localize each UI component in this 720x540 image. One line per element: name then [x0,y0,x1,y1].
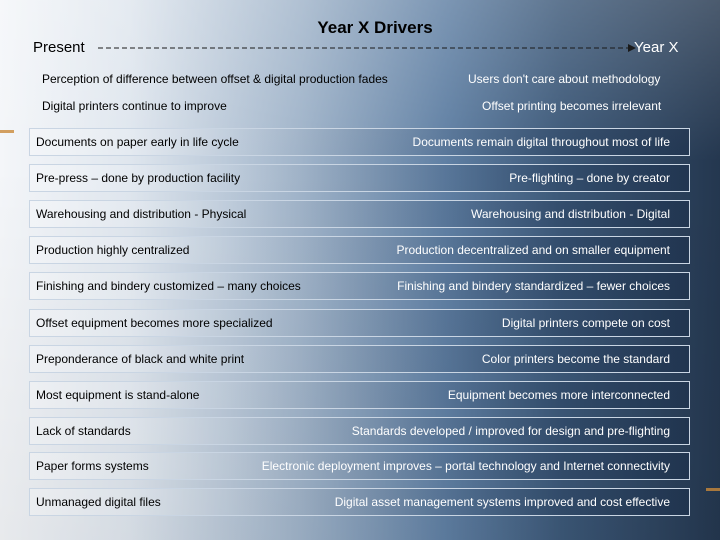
header-row-2-right: Offset printing becomes irrelevant [482,99,662,113]
slide-title: Year X Drivers [317,18,433,37]
comparison-row: Lack of standards Standards developed / … [29,417,690,445]
comparison-row: Finishing and bindery customized – many … [29,272,690,300]
row-present-text: Paper forms systems [36,459,149,473]
comparison-row: Warehousing and distribution - Physical … [29,200,690,228]
comparison-row: Unmanaged digital files Digital asset ma… [29,488,690,516]
row-yearx-text: Finishing and bindery standardized – few… [397,279,670,293]
row-yearx-text: Production decentralized and on smaller … [396,243,671,257]
row-yearx-text: Standards developed / improved for desig… [351,424,670,438]
timeline-arrow [98,44,636,52]
row-present-text: Production highly centralized [36,243,190,257]
row-present-text: Pre-press – done by production facility [36,171,241,185]
row-present-text: Documents on paper early in life cycle [36,135,239,149]
row-present-text: Preponderance of black and white print [36,352,245,366]
row-present-text: Finishing and bindery customized – many … [36,279,301,293]
comparison-row: Documents on paper early in life cycle D… [29,128,690,156]
row-present-text: Lack of standards [36,424,131,438]
row-present-text: Warehousing and distribution - Physical [36,207,247,221]
comparison-row: Preponderance of black and white print C… [29,345,690,373]
row-yearx-text: Equipment becomes more interconnected [447,388,670,402]
timeline-end-label: Year X [634,39,679,56]
right-edge-marker [706,488,720,491]
row-yearx-text: Pre-flighting – done by creator [509,171,670,185]
comparison-row: Offset equipment becomes more specialize… [29,309,690,337]
left-edge-marker [0,130,14,133]
comparison-row: Most equipment is stand-alone Equipment … [29,381,690,409]
row-present-text: Offset equipment becomes more specialize… [36,316,273,330]
header-row-1-left: Perception of difference between offset … [42,72,388,86]
row-yearx-text: Warehousing and distribution - Digital [471,207,670,221]
header-row-2-left: Digital printers continue to improve [42,99,227,113]
row-yearx-text: Color printers become the standard [481,352,670,366]
row-present-text: Most equipment is stand-alone [36,388,200,402]
row-present-text: Unmanaged digital files [36,495,161,509]
row-yearx-text: Digital printers compete on cost [501,316,670,330]
row-yearx-text: Documents remain digital throughout most… [412,135,670,149]
comparison-row: Pre-press – done by production facility … [29,164,690,192]
header-row-1-right: Users don't care about methodology [468,72,661,86]
row-yearx-text: Electronic deployment improves – portal … [261,459,670,473]
timeline-start-label: Present [33,39,85,56]
row-yearx-text: Digital asset management systems improve… [334,495,670,509]
comparison-row: Paper forms systems Electronic deploymen… [29,452,690,480]
comparison-row: Production highly centralized Production… [29,236,690,264]
